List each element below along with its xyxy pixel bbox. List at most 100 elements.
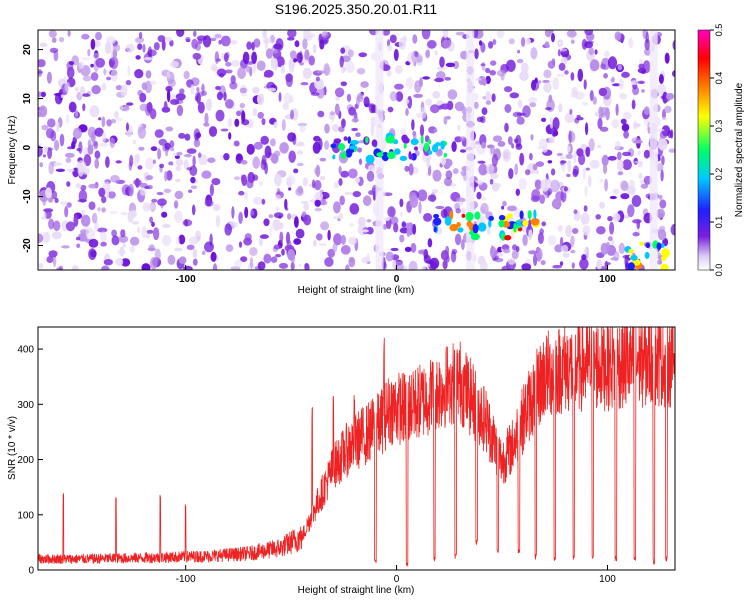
spectrogram-speck: [340, 245, 351, 255]
spectrogram-speck: [77, 232, 88, 242]
spectrogram-speck: [480, 63, 486, 67]
spectrogram-speck: [146, 184, 153, 190]
spectrogram-speck: [100, 265, 110, 270]
spectrogram-speck: [253, 196, 263, 205]
spectrogram-speck: [88, 238, 99, 248]
spectrogram-speck: [615, 103, 619, 116]
spectrogram-speck: [215, 215, 221, 228]
spectrogram-speck: [214, 33, 222, 39]
spectrogram-speck: [664, 52, 670, 64]
spectrogram-speck: [250, 209, 254, 216]
spectrogram-speck: [390, 247, 399, 252]
spectrogram-speck: [338, 166, 342, 175]
spectrogram-speck: [193, 30, 197, 37]
spectrogram-speck: [478, 40, 483, 46]
spectrogram-speck: [319, 157, 327, 162]
spectrogram-speck: [233, 140, 240, 147]
signal-blob: [387, 151, 396, 160]
spectrogram-speck: [164, 36, 173, 42]
spectrogram-speck: [230, 40, 238, 45]
spectrogram-speck: [359, 229, 369, 233]
spectrogram-speck: [340, 81, 347, 87]
spectrogram-speck: [512, 111, 523, 118]
spectrogram-speck: [175, 158, 184, 167]
spectrogram-speck: [340, 47, 346, 54]
spectrogram-speck: [633, 120, 637, 130]
spectrogram-speck: [101, 207, 106, 213]
spectrogram-speck: [358, 95, 363, 100]
spectrogram-speck: [612, 83, 621, 87]
spectrogram-speck: [612, 188, 620, 195]
spectrogram-speck: [120, 84, 128, 97]
spectrogram-speck: [202, 35, 212, 48]
spectrogram-speck: [589, 159, 600, 169]
spectrogram-speck: [445, 62, 456, 68]
spectrogram-speck: [279, 231, 284, 244]
spectrogram-speck: [547, 160, 553, 164]
spectrogram-speck: [59, 133, 65, 147]
spectrogram-speck: [78, 61, 85, 70]
spectrogram-speck: [43, 145, 48, 154]
spectrogram-speck: [196, 86, 200, 93]
spectrogram-speck: [139, 92, 147, 103]
spectrogram-speck: [64, 152, 75, 158]
spectrogram-speck: [130, 210, 137, 218]
spectrogram-speck: [554, 244, 563, 253]
colorbar-tick-label: 0.5: [714, 24, 724, 37]
spectrogram-speck: [616, 159, 624, 172]
spectrogram-speck: [190, 84, 195, 95]
spectrogram-speck: [94, 158, 100, 169]
spectrogram-speck: [241, 174, 248, 187]
spectrogram-speck: [589, 59, 600, 72]
colorbar-ticks: 0.0 0.1 0.2 0.3 0.4 0.5: [710, 24, 724, 276]
spectrogram-speck: [581, 102, 589, 106]
spectrogram-speck: [48, 218, 55, 230]
spectrogram-speck: [101, 82, 107, 91]
spectrogram-speck: [212, 263, 218, 270]
spectrogram-speck: [492, 39, 497, 45]
spectrogram-speck: [444, 177, 453, 187]
spectrogram-speck: [370, 124, 375, 137]
spectrogram-speck: [622, 159, 632, 171]
spectrogram-speck: [387, 44, 393, 52]
spectrogram-speck: [426, 259, 434, 264]
spectrogram-speck: [47, 147, 53, 160]
spectrogram-speck: [90, 131, 96, 143]
spectrogram-speck: [594, 49, 598, 55]
spectrogram-speck: [103, 68, 107, 76]
spectrogram-speck: [148, 244, 155, 252]
spectrogram-speck: [201, 83, 205, 94]
spectrogram-speck: [588, 138, 595, 152]
spectrogram-speck: [513, 138, 519, 143]
spectrogram-speck: [48, 30, 57, 38]
spectrogram-speck: [416, 55, 423, 63]
spectrogram-speck: [310, 92, 320, 96]
spectrogram-speck: [568, 130, 572, 144]
spectrogram-speck: [277, 222, 284, 230]
spectrogram-speck: [496, 252, 504, 257]
spectrogram-speck: [583, 248, 588, 254]
signal-blob: [660, 263, 669, 270]
spectrogram-speck: [238, 241, 243, 248]
spectrogram-speck: [562, 252, 570, 258]
spectrogram-speck: [414, 51, 419, 58]
spectrogram-speck: [571, 262, 575, 269]
spectrogram-speck: [293, 238, 302, 245]
spectrogram-speck: [197, 101, 205, 114]
spectrogram-speck: [224, 69, 233, 74]
spectrogram-speck: [348, 49, 354, 58]
snr-x-tick-label: 0: [394, 574, 400, 585]
spectrogram-speck: [263, 253, 272, 264]
spectrogram-speck: [139, 188, 147, 196]
signal-blob: [330, 143, 337, 149]
spectrogram-speck: [638, 172, 643, 180]
spectrogram-speck: [286, 175, 296, 185]
spectrogram-speck: [417, 189, 428, 202]
spectrogram-speck: [245, 65, 251, 73]
spectrogram-speck: [548, 136, 555, 144]
snr-x-ticks: -100 0 100: [176, 565, 616, 585]
signal-blob: [506, 213, 513, 219]
spectrogram-speck: [355, 132, 361, 137]
spectrogram-speck: [115, 85, 123, 91]
